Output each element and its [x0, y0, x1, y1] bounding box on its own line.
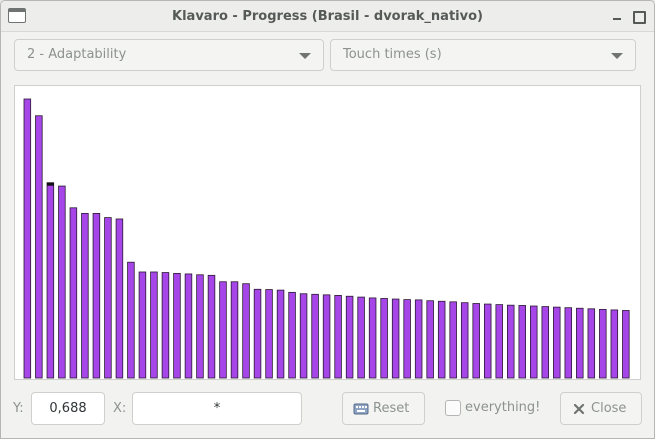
chart-bar[interactable]: [161, 272, 170, 379]
close-button-label: Close: [591, 401, 627, 416]
chart-bar[interactable]: [622, 310, 630, 379]
chart-bar[interactable]: [104, 217, 112, 379]
keyboard-icon: [353, 403, 369, 415]
chart-bar[interactable]: [92, 212, 101, 379]
chart-bar[interactable]: [541, 306, 549, 379]
chart-bar[interactable]: [391, 298, 400, 379]
chart-bar[interactable]: [334, 295, 342, 379]
x-label: X:: [113, 401, 127, 416]
window-title: Klavaro - Progress (Brasil - dvorak_nati…: [172, 9, 483, 24]
minimize-icon[interactable]: [610, 9, 624, 23]
chart-bar[interactable]: [460, 302, 469, 379]
chart-bar[interactable]: [576, 307, 584, 379]
chart-bar[interactable]: [437, 300, 446, 379]
chart-bar[interactable]: [380, 298, 388, 379]
chart-bar[interactable]: [357, 296, 365, 379]
chart-bar[interactable]: [230, 281, 239, 379]
chart-bar[interactable]: [184, 273, 193, 379]
chart-bar[interactable]: [242, 283, 250, 379]
chart-bar[interactable]: [518, 305, 526, 379]
chart-bar[interactable]: [207, 274, 216, 379]
y-label: Y:: [13, 401, 24, 416]
chevron-down-icon: [299, 53, 311, 59]
chart-bar[interactable]: [69, 207, 78, 379]
chart-bar[interactable]: [610, 309, 619, 379]
y-value-field[interactable]: 0,688: [31, 392, 105, 425]
mode-select[interactable]: 2 - Adaptability: [14, 39, 324, 71]
chart-bar[interactable]: [81, 212, 89, 379]
close-button[interactable]: Close: [560, 392, 642, 425]
metric-select-value: Touch times (s): [343, 47, 442, 62]
chart-bar[interactable]: [196, 274, 204, 379]
progress-chart[interactable]: [14, 85, 641, 380]
chart-bar[interactable]: [127, 261, 135, 379]
chart-bar[interactable]: [472, 303, 480, 379]
chevron-down-icon: [611, 53, 623, 59]
chart-bar[interactable]: [35, 115, 43, 379]
chart-bar[interactable]: [299, 293, 308, 379]
chart-bar[interactable]: [368, 297, 377, 379]
chart-bar[interactable]: [150, 271, 158, 379]
chart-bar[interactable]: [403, 299, 411, 379]
chart-bar[interactable]: [426, 300, 434, 379]
chart-bar[interactable]: [219, 281, 227, 379]
chart-bar[interactable]: [495, 304, 503, 379]
chart-bar[interactable]: [414, 299, 423, 379]
chart-bar[interactable]: [253, 288, 262, 379]
chart-bar[interactable]: [530, 305, 538, 379]
chart-bar[interactable]: [311, 293, 319, 379]
reset-button-label: Reset: [373, 401, 410, 416]
bar-chart[interactable]: [15, 86, 640, 379]
chart-bar[interactable]: [23, 98, 32, 379]
chart-bar[interactable]: [58, 185, 66, 379]
chart-bar[interactable]: [322, 294, 331, 379]
x-value-field[interactable]: *: [132, 392, 302, 425]
title-bar: Klavaro - Progress (Brasil - dvorak_nati…: [1, 1, 654, 32]
chart-bar[interactable]: [115, 218, 124, 379]
reset-button[interactable]: Reset: [342, 392, 425, 425]
chart-bar[interactable]: [506, 304, 515, 379]
chart-bar[interactable]: [587, 308, 596, 379]
everything-checkbox[interactable]: [445, 400, 461, 416]
everything-label: everything!: [465, 400, 541, 415]
chart-bar[interactable]: [449, 301, 457, 379]
chart-bar[interactable]: [564, 307, 573, 379]
chart-bar[interactable]: [173, 272, 181, 379]
chart-bar[interactable]: [46, 182, 55, 379]
chart-bar[interactable]: [599, 308, 607, 379]
chart-bar[interactable]: [276, 289, 285, 379]
chart-bar[interactable]: [265, 289, 273, 379]
chart-bar[interactable]: [138, 271, 147, 379]
chart-bar[interactable]: [483, 303, 492, 379]
selected-bar-marker: [47, 182, 54, 186]
chart-bar[interactable]: [553, 306, 561, 379]
mode-select-value: 2 - Adaptability: [27, 47, 127, 62]
chart-bar[interactable]: [345, 295, 354, 379]
window-icon: [8, 8, 26, 23]
chart-bar[interactable]: [288, 291, 296, 379]
maximize-icon[interactable]: [631, 9, 646, 24]
close-icon: [573, 403, 585, 415]
metric-select[interactable]: Touch times (s): [330, 39, 636, 71]
